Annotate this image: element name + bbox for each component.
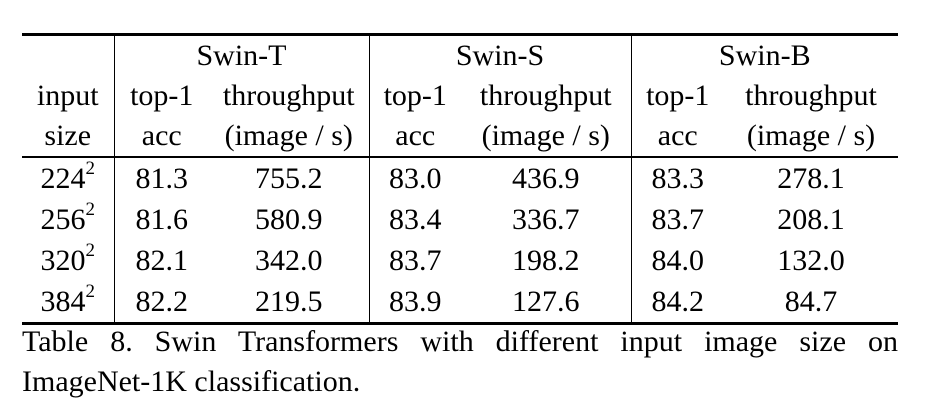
header-input: input — [36, 79, 99, 112]
cell-t-acc: 82.2 — [113, 281, 209, 325]
header-size: size — [44, 119, 92, 152]
header-unit-s: (image / s) — [481, 119, 610, 152]
cell-t-throughput: 342.0 — [255, 243, 323, 277]
header-throughput-t: throughput — [222, 79, 355, 112]
cell-t-acc: 81.3 — [113, 156, 209, 199]
table-row: 2562 81.6 580.9 83.4 336.7 83.7 208.1 — [22, 199, 898, 240]
group-header-row: Swin-T Swin-S Swin-B — [22, 33, 899, 76]
cell-s-throughput: 198.2 — [512, 243, 580, 277]
header-throughput-s: throughput — [479, 79, 612, 112]
cell-size: 2562 — [22, 199, 114, 240]
cell-s-throughput: 436.9 — [461, 156, 632, 199]
size-value: 320 — [40, 243, 86, 277]
group-header-swin-b: Swin-B — [630, 33, 899, 76]
header-unit-t: (image / s) — [224, 119, 353, 152]
header-acc-t: acc — [113, 116, 209, 157]
cell-t-throughput: 580.9 — [255, 202, 323, 236]
cell-b-throughput: 84.7 — [724, 281, 899, 325]
table-row: 3842 82.2 219.5 83.9 127.6 84.2 84.7 — [22, 280, 899, 325]
cell-t-acc: 82.1 — [113, 240, 209, 281]
cell-b-throughput: 278.1 — [724, 156, 899, 199]
cell-size: 2242 — [22, 156, 114, 199]
cell-b-acc: 84.0 — [630, 240, 725, 281]
cell-size: 3842 — [22, 280, 114, 325]
cell-b-throughput: 132.0 — [777, 243, 845, 277]
size-exponent: 2 — [85, 239, 96, 261]
size-value: 224 — [40, 161, 86, 195]
results-table-container: Swin-T Swin-S Swin-B input top-1 through… — [22, 33, 899, 325]
header-unit-b: (image / s) — [746, 119, 876, 152]
group-header-swin-s: Swin-S — [368, 33, 632, 76]
cell-b-throughput: 208.1 — [777, 202, 845, 236]
cell-b-acc: 84.2 — [630, 281, 725, 325]
header-top1-s: top-1 — [368, 76, 461, 116]
header-acc-s: acc — [368, 116, 461, 157]
cell-b-acc: 83.7 — [630, 199, 725, 240]
header-acc-b: acc — [630, 116, 725, 157]
group-header-swin-t: Swin-T — [113, 33, 369, 76]
cell-s-throughput: 336.7 — [512, 202, 580, 236]
size-exponent: 2 — [85, 198, 96, 220]
cell-b-acc: 83.3 — [630, 156, 725, 199]
table-caption: Table 8. Swin Transformers with differen… — [22, 325, 898, 398]
cell-s-acc: 83.0 — [368, 156, 461, 199]
results-table: Swin-T Swin-S Swin-B input top-1 through… — [22, 33, 899, 325]
cell-s-throughput: 127.6 — [461, 281, 632, 325]
column-header-row-2: size acc (image / s) acc (image / s) acc… — [22, 116, 898, 157]
cell-t-throughput: 219.5 — [209, 281, 369, 325]
size-exponent: 2 — [85, 157, 96, 179]
table-row: 2242 81.3 755.2 83.0 436.9 83.3 278.1 — [22, 156, 899, 199]
header-top1-t: top-1 — [113, 76, 209, 116]
cell-size: 3202 — [22, 240, 114, 281]
cell-t-acc: 81.6 — [113, 199, 209, 240]
cell-s-acc: 83.7 — [368, 240, 461, 281]
size-exponent: 2 — [85, 280, 96, 302]
size-value: 256 — [40, 202, 86, 236]
cell-s-acc: 83.4 — [368, 199, 461, 240]
header-throughput-b: throughput — [745, 79, 877, 112]
size-value: 384 — [40, 284, 86, 318]
table-row: 3202 82.1 342.0 83.7 198.2 84.0 132.0 — [22, 240, 898, 281]
header-top1-b: top-1 — [630, 76, 725, 116]
cell-s-acc: 83.9 — [368, 281, 461, 325]
cell-t-throughput: 755.2 — [209, 156, 369, 199]
column-header-row-1: input top-1 throughput top-1 throughput … — [22, 76, 898, 116]
